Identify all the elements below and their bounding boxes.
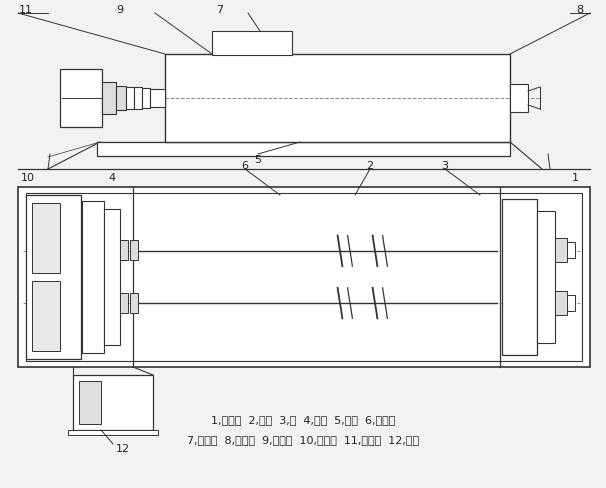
Bar xyxy=(165,55,510,142)
Bar xyxy=(555,239,567,263)
Bar xyxy=(26,196,81,359)
Bar xyxy=(73,375,153,430)
Bar xyxy=(32,282,60,351)
Bar xyxy=(82,202,104,353)
Bar xyxy=(68,430,158,435)
Text: 1: 1 xyxy=(571,173,579,183)
Text: 3: 3 xyxy=(442,161,448,171)
Bar xyxy=(510,85,528,113)
Bar xyxy=(142,89,150,109)
Bar xyxy=(60,70,102,128)
Text: 6: 6 xyxy=(242,161,248,171)
Text: 2: 2 xyxy=(367,161,373,171)
Bar xyxy=(26,194,582,361)
Text: 7,进料口  8,轴承座  9,齿轮箱  10,联轴器  11,减速机  12,电机: 7,进料口 8,轴承座 9,齿轮箱 10,联轴器 11,减速机 12,电机 xyxy=(187,434,419,444)
Bar xyxy=(102,83,116,115)
Text: 9: 9 xyxy=(116,5,124,15)
Bar xyxy=(120,293,128,313)
Bar xyxy=(502,200,537,355)
Bar xyxy=(555,291,567,315)
Bar xyxy=(212,32,292,56)
Bar xyxy=(97,142,510,157)
Text: 5: 5 xyxy=(255,155,262,164)
Bar xyxy=(79,381,101,424)
Text: 11: 11 xyxy=(19,5,33,15)
Text: 4: 4 xyxy=(108,173,116,183)
Text: 7: 7 xyxy=(216,5,224,15)
Text: 12: 12 xyxy=(116,443,130,453)
Bar xyxy=(150,90,165,108)
Bar xyxy=(537,212,555,343)
Bar xyxy=(130,241,138,261)
Bar xyxy=(116,87,126,111)
Bar xyxy=(134,88,142,110)
Text: 10: 10 xyxy=(21,173,35,183)
Bar xyxy=(18,187,590,367)
Bar xyxy=(567,295,575,311)
Bar xyxy=(126,88,134,110)
Bar xyxy=(120,241,128,261)
Text: 1,卸料口  2,叶片  3,轴  4,底架  5,机壳  6,加湿器: 1,卸料口 2,叶片 3,轴 4,底架 5,机壳 6,加湿器 xyxy=(211,414,395,424)
Bar xyxy=(104,209,120,346)
Bar xyxy=(130,293,138,313)
Text: 8: 8 xyxy=(576,5,584,15)
Bar xyxy=(32,203,60,273)
Bar xyxy=(567,243,575,259)
